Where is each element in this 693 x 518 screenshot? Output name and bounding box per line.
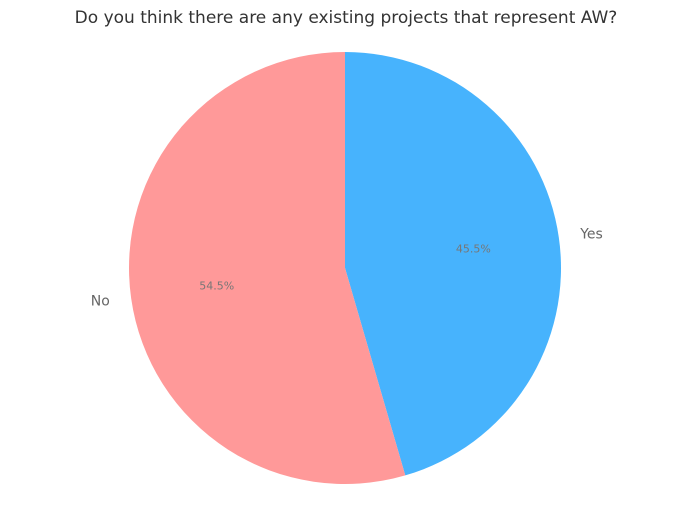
pie-slice [345,52,561,476]
value-label: 45.5% [456,243,491,256]
pie-slice [128,52,406,485]
chart-title: Do you think there are any existing proj… [75,8,618,28]
slice-label: Yes [579,227,603,243]
slice-label: No [91,293,110,309]
value-label: 54.5% [199,279,234,292]
